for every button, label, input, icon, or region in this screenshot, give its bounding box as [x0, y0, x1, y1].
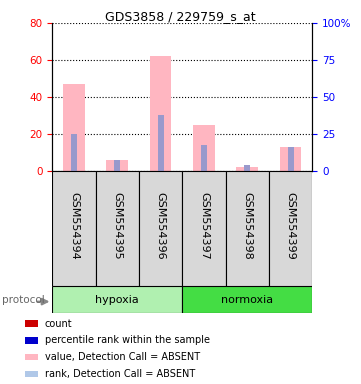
Text: GSM554394: GSM554394: [69, 192, 79, 260]
Text: rank, Detection Call = ABSENT: rank, Detection Call = ABSENT: [45, 369, 195, 379]
Bar: [150, 56, 171, 171]
Bar: [158, 116, 164, 171]
Bar: [244, 166, 250, 171]
Bar: [201, 145, 207, 171]
Bar: [71, 134, 77, 171]
Bar: [114, 160, 120, 171]
Text: GSM554397: GSM554397: [199, 192, 209, 260]
Text: GSM554399: GSM554399: [286, 192, 296, 260]
Bar: [288, 147, 293, 171]
Text: count: count: [45, 318, 72, 329]
Bar: [52, 286, 182, 313]
Bar: [236, 167, 258, 171]
Bar: [63, 84, 85, 171]
Bar: [25, 371, 38, 377]
FancyBboxPatch shape: [52, 171, 96, 286]
Text: normoxia: normoxia: [221, 295, 273, 305]
Bar: [25, 320, 38, 327]
Text: GSM554395: GSM554395: [112, 192, 122, 260]
Bar: [25, 337, 38, 344]
Text: GSM554396: GSM554396: [156, 192, 166, 260]
FancyBboxPatch shape: [96, 171, 139, 286]
Text: GSM554398: GSM554398: [242, 192, 252, 260]
Text: GDS3858 / 229759_s_at: GDS3858 / 229759_s_at: [105, 10, 256, 23]
Text: protocol: protocol: [2, 295, 44, 305]
Bar: [280, 147, 301, 171]
Text: value, Detection Call = ABSENT: value, Detection Call = ABSENT: [45, 352, 200, 362]
Bar: [25, 354, 38, 361]
FancyBboxPatch shape: [182, 171, 226, 286]
Text: percentile rank within the sample: percentile rank within the sample: [45, 335, 210, 345]
FancyBboxPatch shape: [139, 171, 182, 286]
Bar: [182, 286, 312, 313]
FancyBboxPatch shape: [269, 171, 312, 286]
Text: hypoxia: hypoxia: [95, 295, 139, 305]
Bar: [106, 160, 128, 171]
Bar: [193, 125, 215, 171]
FancyBboxPatch shape: [226, 171, 269, 286]
